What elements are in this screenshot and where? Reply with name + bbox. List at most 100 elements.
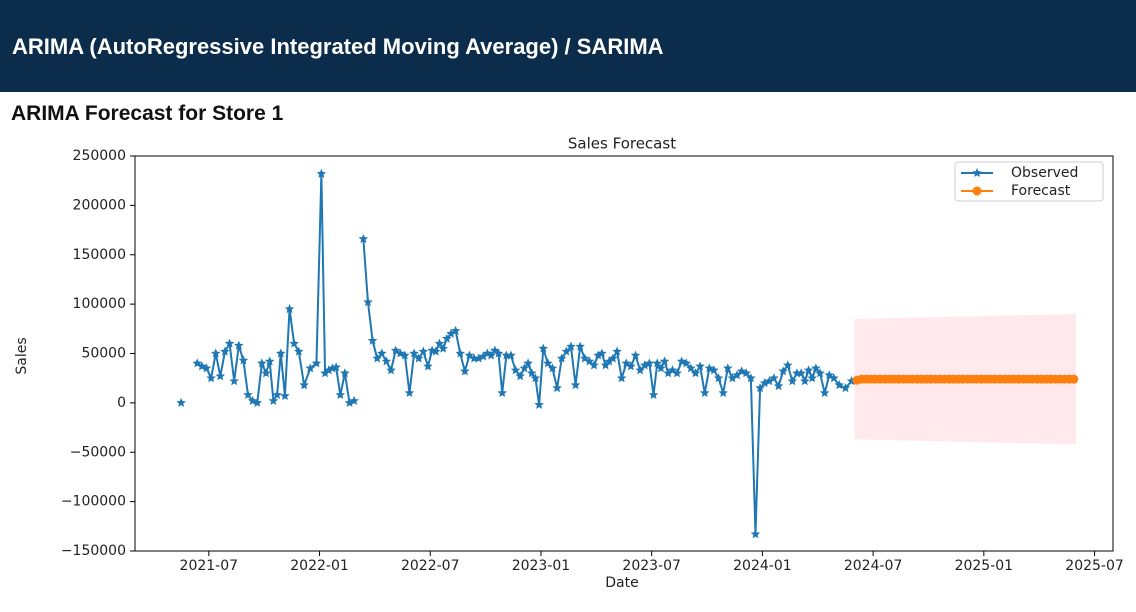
point	[543, 358, 553, 368]
point	[331, 362, 341, 372]
point	[604, 356, 614, 366]
y-tick-label: 100000	[73, 296, 126, 312]
point	[561, 346, 572, 356]
point	[257, 358, 267, 368]
point	[418, 346, 429, 356]
point	[510, 365, 521, 375]
point	[584, 356, 595, 366]
point	[648, 389, 659, 400]
point	[1069, 374, 1079, 384]
point	[635, 365, 645, 375]
point	[652, 358, 662, 368]
point	[552, 383, 562, 393]
point	[409, 348, 419, 358]
point	[210, 348, 221, 358]
point	[695, 361, 705, 371]
point	[442, 333, 452, 343]
point	[340, 368, 350, 378]
point	[377, 348, 387, 358]
point	[750, 529, 761, 539]
point	[363, 297, 373, 307]
x-tick-label: 2022-07	[401, 558, 460, 574]
point	[773, 381, 784, 391]
point	[815, 368, 825, 378]
point	[423, 361, 433, 371]
point	[404, 388, 415, 398]
point	[349, 395, 359, 405]
point	[556, 353, 567, 363]
point	[497, 388, 507, 398]
point	[320, 368, 330, 378]
point	[672, 368, 682, 378]
point	[305, 363, 316, 373]
point	[381, 356, 392, 366]
point	[450, 325, 461, 335]
point	[593, 350, 603, 360]
point	[446, 328, 456, 338]
x-tick-label: 2025-01	[955, 558, 1014, 574]
point	[787, 376, 798, 386]
point	[478, 351, 489, 361]
point	[727, 373, 738, 383]
point	[176, 397, 186, 407]
point	[769, 373, 779, 383]
point	[612, 346, 622, 356]
y-tick-label: 0	[117, 395, 126, 411]
point	[280, 390, 290, 401]
point	[534, 399, 544, 409]
legend-label: Observed	[1011, 165, 1078, 181]
point	[526, 368, 537, 378]
point	[367, 335, 378, 345]
point	[434, 338, 445, 348]
point	[229, 376, 239, 386]
y-tick-label: −150000	[61, 543, 126, 559]
point	[718, 388, 728, 398]
point	[608, 353, 618, 363]
point	[372, 353, 382, 363]
point	[460, 366, 470, 376]
point	[311, 358, 322, 368]
point	[570, 380, 581, 390]
point	[807, 373, 817, 383]
point	[299, 380, 309, 390]
point	[732, 370, 742, 380]
point	[659, 356, 670, 366]
point	[630, 350, 641, 360]
x-tick-label: 2024-07	[844, 558, 903, 574]
x-tick-label: 2025-07	[1065, 558, 1124, 574]
point	[261, 368, 271, 378]
point	[316, 168, 327, 178]
point	[764, 376, 775, 386]
y-tick-label: 250000	[73, 148, 126, 164]
point	[803, 365, 814, 375]
point	[840, 383, 851, 393]
point	[358, 233, 369, 243]
point	[523, 358, 533, 368]
point	[413, 353, 424, 363]
x-tick-label: 2023-01	[512, 558, 571, 574]
point	[493, 348, 504, 358]
point	[486, 350, 496, 360]
x-axis-label: Date	[605, 575, 638, 591]
point	[589, 360, 599, 370]
point	[206, 373, 216, 383]
point	[268, 395, 279, 405]
y-tick-label: 50000	[81, 346, 126, 362]
y-axis-label: Sales	[14, 337, 30, 374]
point	[713, 373, 724, 383]
point	[530, 373, 541, 383]
point	[778, 366, 788, 376]
point	[264, 356, 275, 366]
point	[234, 340, 244, 350]
point	[755, 383, 765, 393]
point	[473, 353, 484, 363]
point	[663, 368, 674, 378]
header-title: ARIMA (AutoRegressive Integrated Moving …	[0, 0, 1136, 92]
point	[626, 361, 636, 371]
point	[386, 365, 396, 375]
point	[741, 368, 752, 378]
point	[547, 363, 558, 373]
point	[783, 360, 793, 370]
point	[819, 388, 830, 398]
